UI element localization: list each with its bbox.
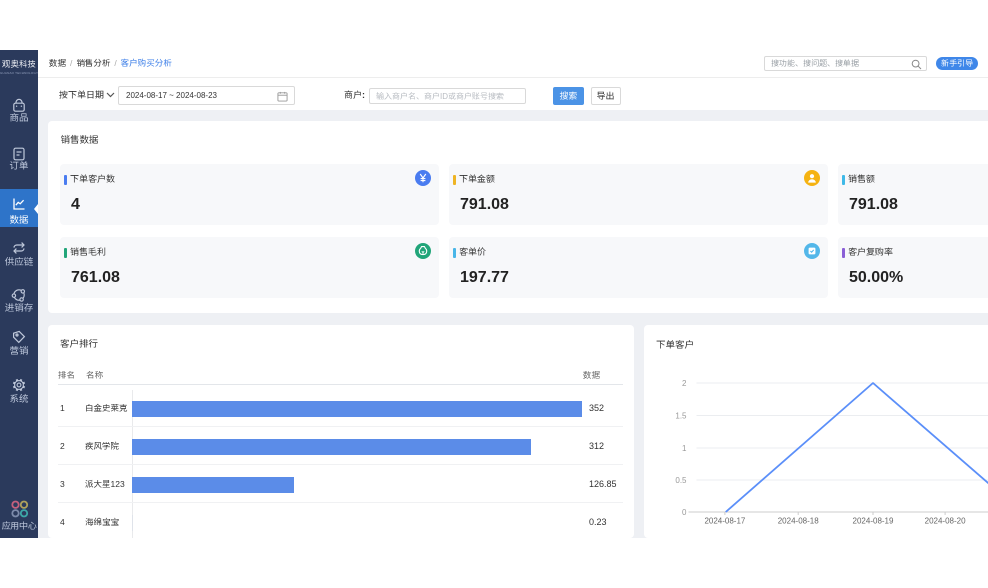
svg-text:2: 2 bbox=[682, 379, 687, 388]
svg-text:2024-08-19: 2024-08-19 bbox=[852, 517, 893, 526]
svg-text:2024-08-20: 2024-08-20 bbox=[924, 517, 965, 526]
svg-text:1: 1 bbox=[682, 444, 687, 453]
svg-text:2024-08-17: 2024-08-17 bbox=[704, 517, 745, 526]
svg-text:2024-08-18: 2024-08-18 bbox=[777, 517, 818, 526]
svg-text:0: 0 bbox=[682, 508, 687, 517]
svg-text:1.5: 1.5 bbox=[675, 412, 687, 421]
svg-text:0.5: 0.5 bbox=[675, 476, 687, 485]
